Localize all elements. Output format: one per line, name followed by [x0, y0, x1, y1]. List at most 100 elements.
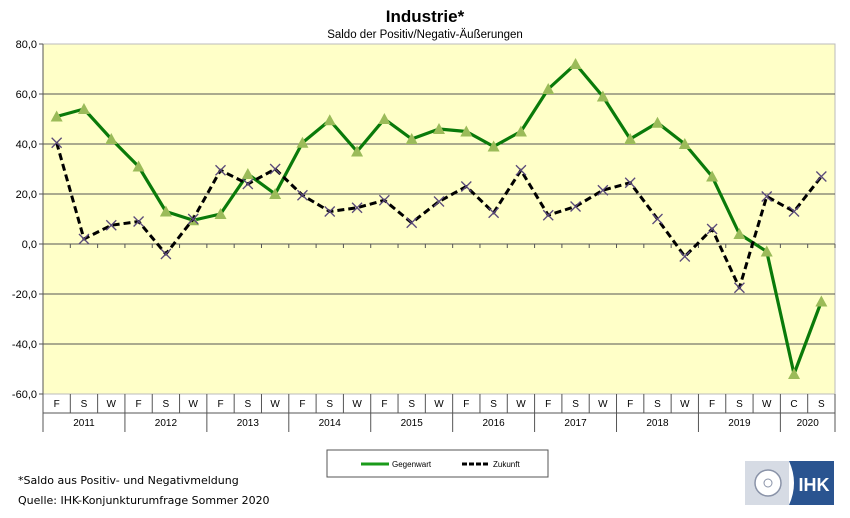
data-point-zukunft — [51, 137, 63, 149]
data-point-gegenwart — [323, 114, 336, 126]
y-tick-label: 80,0 — [16, 39, 37, 51]
year-label: 2014 — [319, 418, 342, 429]
data-point-gegenwart — [678, 138, 691, 149]
y-tick-label: 0,0 — [22, 239, 37, 251]
data-point-zukunft — [378, 194, 390, 206]
x-tick-label: S — [572, 399, 579, 410]
x-tick-label: S — [244, 399, 251, 410]
plot-area — [42, 43, 836, 395]
data-point-zukunft — [160, 248, 172, 260]
x-tick-label: F — [136, 399, 142, 410]
x-tick-label: F — [54, 399, 60, 410]
chart-subtitle: Saldo der Positiv/Negativ-Äußerungen — [327, 29, 523, 41]
y-tick-label: 40,0 — [16, 139, 37, 151]
x-tick-label: F — [709, 399, 715, 410]
x-tick-label: W — [434, 399, 444, 410]
x-tick-label: W — [516, 399, 526, 410]
data-point-zukunft — [78, 233, 90, 245]
data-point-gegenwart — [733, 228, 746, 239]
x-tick-label: W — [680, 399, 690, 410]
x-tick-label: S — [818, 399, 825, 410]
data-point-zukunft — [570, 201, 582, 212]
y-tick-label: -60,0 — [12, 389, 37, 401]
year-label: 2018 — [646, 418, 669, 429]
x-tick-label: F — [627, 399, 633, 410]
data-point-gegenwart — [460, 125, 473, 137]
x-tick-label: W — [352, 399, 362, 410]
data-point-gegenwart — [651, 116, 664, 128]
data-point-gegenwart — [241, 168, 254, 179]
legend: Gegenwart Zukunft — [326, 449, 549, 478]
data-point-gegenwart — [542, 83, 555, 94]
x-tick-label: W — [598, 399, 608, 410]
source-note: Quelle: IHK-Konjunkturumfrage Sommer 202… — [18, 494, 270, 507]
x-tick-label: F — [545, 399, 551, 410]
year-label: 2011 — [73, 418, 95, 429]
x-tick-label: S — [326, 399, 333, 410]
data-point-zukunft — [488, 207, 500, 219]
data-point-zukunft — [242, 178, 254, 190]
x-tick-label: S — [654, 399, 661, 410]
data-point-gegenwart — [815, 295, 828, 307]
logo-text: IHK — [799, 475, 830, 495]
data-point-gegenwart — [433, 123, 445, 134]
data-point-gegenwart — [378, 113, 391, 124]
year-label: 2019 — [728, 418, 751, 429]
data-point-zukunft — [296, 189, 308, 201]
data-point-gegenwart — [50, 110, 63, 122]
data-point-gegenwart — [788, 368, 801, 379]
data-point-gegenwart — [596, 90, 609, 102]
data-point-zukunft — [133, 216, 145, 227]
data-point-gegenwart — [760, 245, 773, 257]
data-point-gegenwart — [296, 136, 309, 148]
data-point-gegenwart — [269, 188, 282, 199]
data-point-zukunft — [679, 251, 691, 262]
data-point-gegenwart — [514, 125, 527, 137]
data-point-gegenwart — [105, 133, 118, 144]
year-label: 2012 — [155, 418, 178, 429]
year-label: 2017 — [564, 418, 587, 429]
data-point-gegenwart — [706, 170, 719, 182]
data-point-zukunft — [761, 191, 773, 202]
data-point-zukunft — [351, 202, 363, 214]
x-tick-label: F — [299, 399, 305, 410]
x-tick-label: W — [107, 399, 117, 410]
data-point-zukunft — [542, 209, 554, 221]
year-label: 2015 — [401, 418, 424, 429]
year-label: 2020 — [797, 418, 820, 429]
x-tick-label: F — [463, 399, 469, 410]
legend-label-gegenwart: Gegenwart — [392, 460, 432, 469]
data-point-gegenwart — [624, 133, 637, 144]
x-tick-label: S — [736, 399, 743, 410]
x-tick-label: W — [270, 399, 280, 410]
y-tick-label: 60,0 — [16, 89, 37, 101]
legend-label-zukunft: Zukunft — [493, 460, 520, 469]
data-point-gegenwart — [159, 205, 172, 217]
x-tick-label: W — [188, 399, 198, 410]
x-tick-label: W — [762, 399, 772, 410]
data-point-zukunft — [597, 184, 609, 196]
x-tick-label: S — [81, 399, 88, 410]
data-point-zukunft — [187, 213, 199, 225]
data-point-zukunft — [706, 223, 718, 235]
rose-emblem-icon — [754, 469, 782, 497]
data-point-zukunft — [269, 163, 281, 175]
data-point-zukunft — [515, 164, 527, 176]
data-point-gegenwart — [405, 133, 418, 144]
x-tick-label: S — [163, 399, 170, 410]
data-point-zukunft — [815, 171, 827, 182]
footnote: *Saldo aus Positiv- und Negativmeldung — [18, 474, 239, 487]
data-point-zukunft — [215, 164, 226, 176]
data-point-gegenwart — [214, 208, 227, 219]
x-tick-label: F — [217, 399, 223, 410]
ihk-logo: IHK — [745, 461, 834, 505]
data-point-gegenwart — [132, 160, 145, 172]
data-point-gegenwart — [487, 140, 500, 152]
x-tick-label: C — [790, 399, 797, 410]
data-point-zukunft — [406, 217, 418, 229]
year-label: 2013 — [237, 418, 260, 429]
chart-title: Industrie* — [386, 7, 465, 26]
y-tick-label: 20,0 — [16, 189, 37, 201]
